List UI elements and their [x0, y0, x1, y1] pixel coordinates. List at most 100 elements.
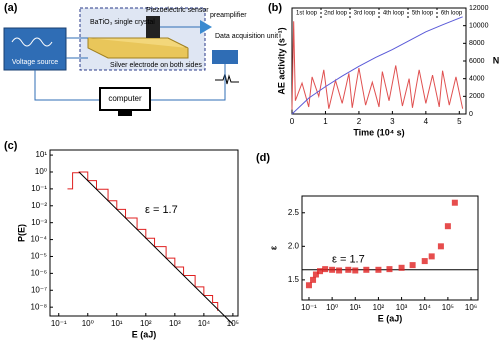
voltage-box [3, 27, 67, 71]
x-tick-label: 1 [323, 117, 328, 126]
signal [215, 72, 239, 85]
series-line [78, 171, 234, 325]
point [322, 266, 329, 273]
loop-label: 2nd loop [324, 11, 348, 17]
loop-label: 6th loop [441, 11, 463, 17]
sensor [146, 16, 160, 38]
x-tick-label: 0 [290, 117, 295, 126]
point [317, 268, 324, 275]
plot-frame [301, 195, 479, 301]
y-tick-label: 1.5 [288, 275, 300, 284]
x-tick-label: 10⁴ [198, 319, 211, 328]
x-tick-label: 10³ [169, 319, 181, 328]
point [398, 264, 405, 271]
y2-tick-label: 12000 [469, 5, 489, 12]
y-tick-label: 10⁻⁵ [31, 252, 47, 261]
series-line [67, 171, 219, 311]
daq-label: Data acquisition unit [215, 33, 278, 40]
point [428, 253, 435, 260]
y-tick-label: 10⁻⁷ [31, 285, 47, 294]
point [305, 282, 312, 289]
y2-axis-label: N [493, 55, 500, 65]
y-axis-label: P(E) [16, 224, 26, 242]
wires [66, 26, 200, 59]
y-tick-label: 10⁻⁴ [30, 235, 47, 244]
y-axis-label: AE activity (s⁻¹) [276, 27, 286, 94]
y-tick-label: 10⁻¹ [31, 184, 47, 193]
x-tick-label: 5 [457, 117, 462, 126]
panel-label: (b) [268, 2, 282, 14]
x-tick-label: 10⁻¹ [51, 319, 67, 328]
annotation: ε = 1.7 [145, 204, 178, 216]
point [386, 266, 393, 273]
y2-tick-label: 10000 [469, 23, 489, 30]
x-tick-label: 10¹ [349, 303, 361, 312]
x-tick-label: 10¹ [111, 319, 123, 328]
x-tick-label: 3 [390, 117, 395, 126]
point [444, 223, 451, 230]
series-line [291, 16, 463, 115]
point [375, 266, 382, 273]
point [345, 266, 352, 273]
voltage-label: Voltage source [12, 59, 58, 66]
computer-stand [118, 110, 132, 116]
point [437, 243, 444, 250]
point [312, 271, 319, 278]
point [451, 199, 458, 206]
loop-label: 4th loop [383, 11, 405, 17]
y2-tick-label: 2000 [469, 93, 485, 100]
x-tick-label: 10⁴ [419, 303, 432, 312]
x-tick-label: 10⁰ [82, 319, 94, 328]
plot-frame [49, 149, 239, 317]
y-tick-label: 10⁻² [31, 201, 47, 210]
panel-label: (a) [4, 2, 18, 14]
y2-tick-label: 4000 [469, 76, 485, 83]
y-tick-label: 10⁰ [35, 167, 47, 176]
electrode-label: Silver electrode on both sides [110, 62, 202, 69]
loop-label: 1st loop [296, 11, 318, 17]
loop-label: 5th loop [412, 11, 434, 17]
preamp-label: preamplifier [210, 12, 247, 19]
x-tick-label: 10³ [396, 303, 408, 312]
link [34, 64, 226, 101]
sensor-label: Piezoelectric sensor [146, 7, 209, 14]
point [310, 276, 317, 283]
annotation: ε = 1.7 [332, 254, 365, 266]
y2-tick-label: 0 [469, 111, 473, 118]
x-tick-label: 10⁰ [326, 303, 338, 312]
x-axis-label: E (aJ) [378, 313, 403, 323]
diagram: (a) Voltage source BaTiO₃ single crystal… [3, 2, 278, 116]
preamp [200, 20, 212, 34]
y-tick-label: 10⁻³ [31, 218, 47, 227]
crystal-label: BaTiO₃ single crystal [90, 19, 155, 26]
point [336, 267, 343, 274]
point [363, 266, 370, 273]
crystal-side [87, 38, 189, 59]
y-tick-label: 2.0 [288, 241, 300, 250]
point [352, 267, 359, 274]
x-tick-label: 10⁻¹ [301, 303, 317, 312]
x-tick-label: 10⁵ [442, 303, 454, 312]
y-tick-label: 2.5 [288, 208, 300, 217]
x-axis-label: Time (10⁴ s) [353, 127, 404, 137]
x-tick-label: 10² [140, 319, 152, 328]
x-tick-label: 4 [424, 117, 429, 126]
daq [212, 50, 238, 64]
x-tick-label: 2 [357, 117, 362, 126]
loop-label: 3rd loop [354, 11, 376, 17]
computer-label: computer [108, 94, 142, 103]
point [421, 258, 428, 265]
y-tick-label: 10⁻⁸ [31, 302, 48, 311]
x-tick-label: 10⁶ [465, 303, 477, 312]
series-line [291, 21, 464, 110]
x-axis-label: E (aJ) [132, 329, 157, 339]
x-tick-label: 10² [373, 303, 385, 312]
point [409, 262, 416, 269]
panel-label: (c) [4, 140, 18, 152]
y2-tick-label: 8000 [469, 40, 485, 47]
point [329, 266, 336, 273]
y-axis-label: ε [268, 245, 278, 250]
wave [11, 37, 53, 47]
panel-label: (d) [256, 152, 270, 164]
